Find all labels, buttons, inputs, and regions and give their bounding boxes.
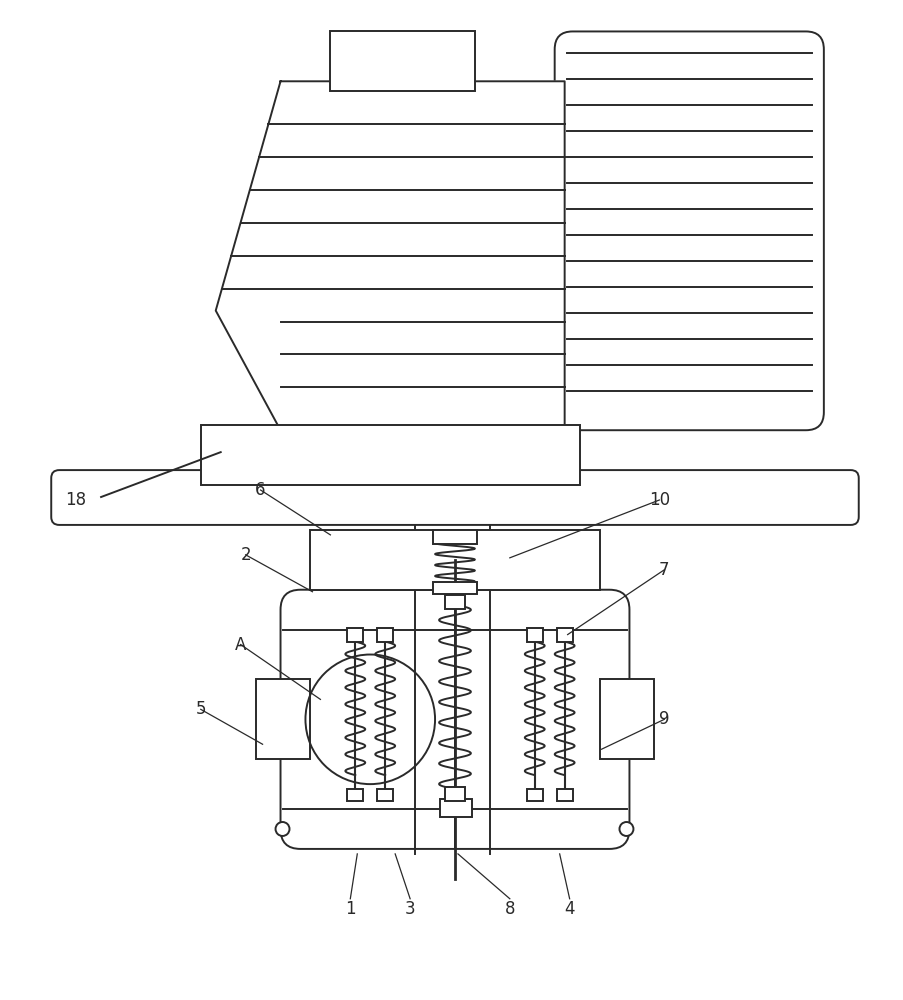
Bar: [526, 628, 542, 642]
Bar: [377, 628, 393, 642]
Bar: [433, 530, 477, 544]
Text: A: A: [235, 636, 246, 654]
FancyBboxPatch shape: [51, 470, 858, 525]
Bar: [440, 799, 471, 817]
Bar: [377, 789, 393, 801]
Bar: [330, 31, 474, 91]
FancyBboxPatch shape: [554, 31, 823, 430]
Text: 3: 3: [405, 900, 415, 918]
Text: 6: 6: [255, 481, 265, 499]
Text: 18: 18: [66, 491, 87, 509]
Text: 9: 9: [658, 710, 669, 728]
Bar: [347, 628, 363, 642]
Text: 4: 4: [563, 900, 574, 918]
Bar: [310, 530, 599, 590]
Text: 2: 2: [240, 546, 251, 564]
Text: 5: 5: [195, 700, 206, 718]
Bar: [556, 789, 572, 801]
Bar: [433, 582, 477, 594]
Bar: [444, 787, 464, 801]
Text: 1: 1: [345, 900, 355, 918]
Text: 10: 10: [648, 491, 669, 509]
Text: 7: 7: [658, 561, 669, 579]
Bar: [347, 789, 363, 801]
FancyBboxPatch shape: [280, 590, 628, 849]
Bar: [200, 425, 579, 485]
Bar: [556, 628, 572, 642]
Bar: [526, 789, 542, 801]
Polygon shape: [216, 81, 564, 430]
Text: 8: 8: [504, 900, 515, 918]
Circle shape: [619, 822, 633, 836]
Bar: [444, 595, 464, 609]
Circle shape: [275, 822, 289, 836]
Bar: [256, 679, 310, 759]
Bar: [599, 679, 654, 759]
